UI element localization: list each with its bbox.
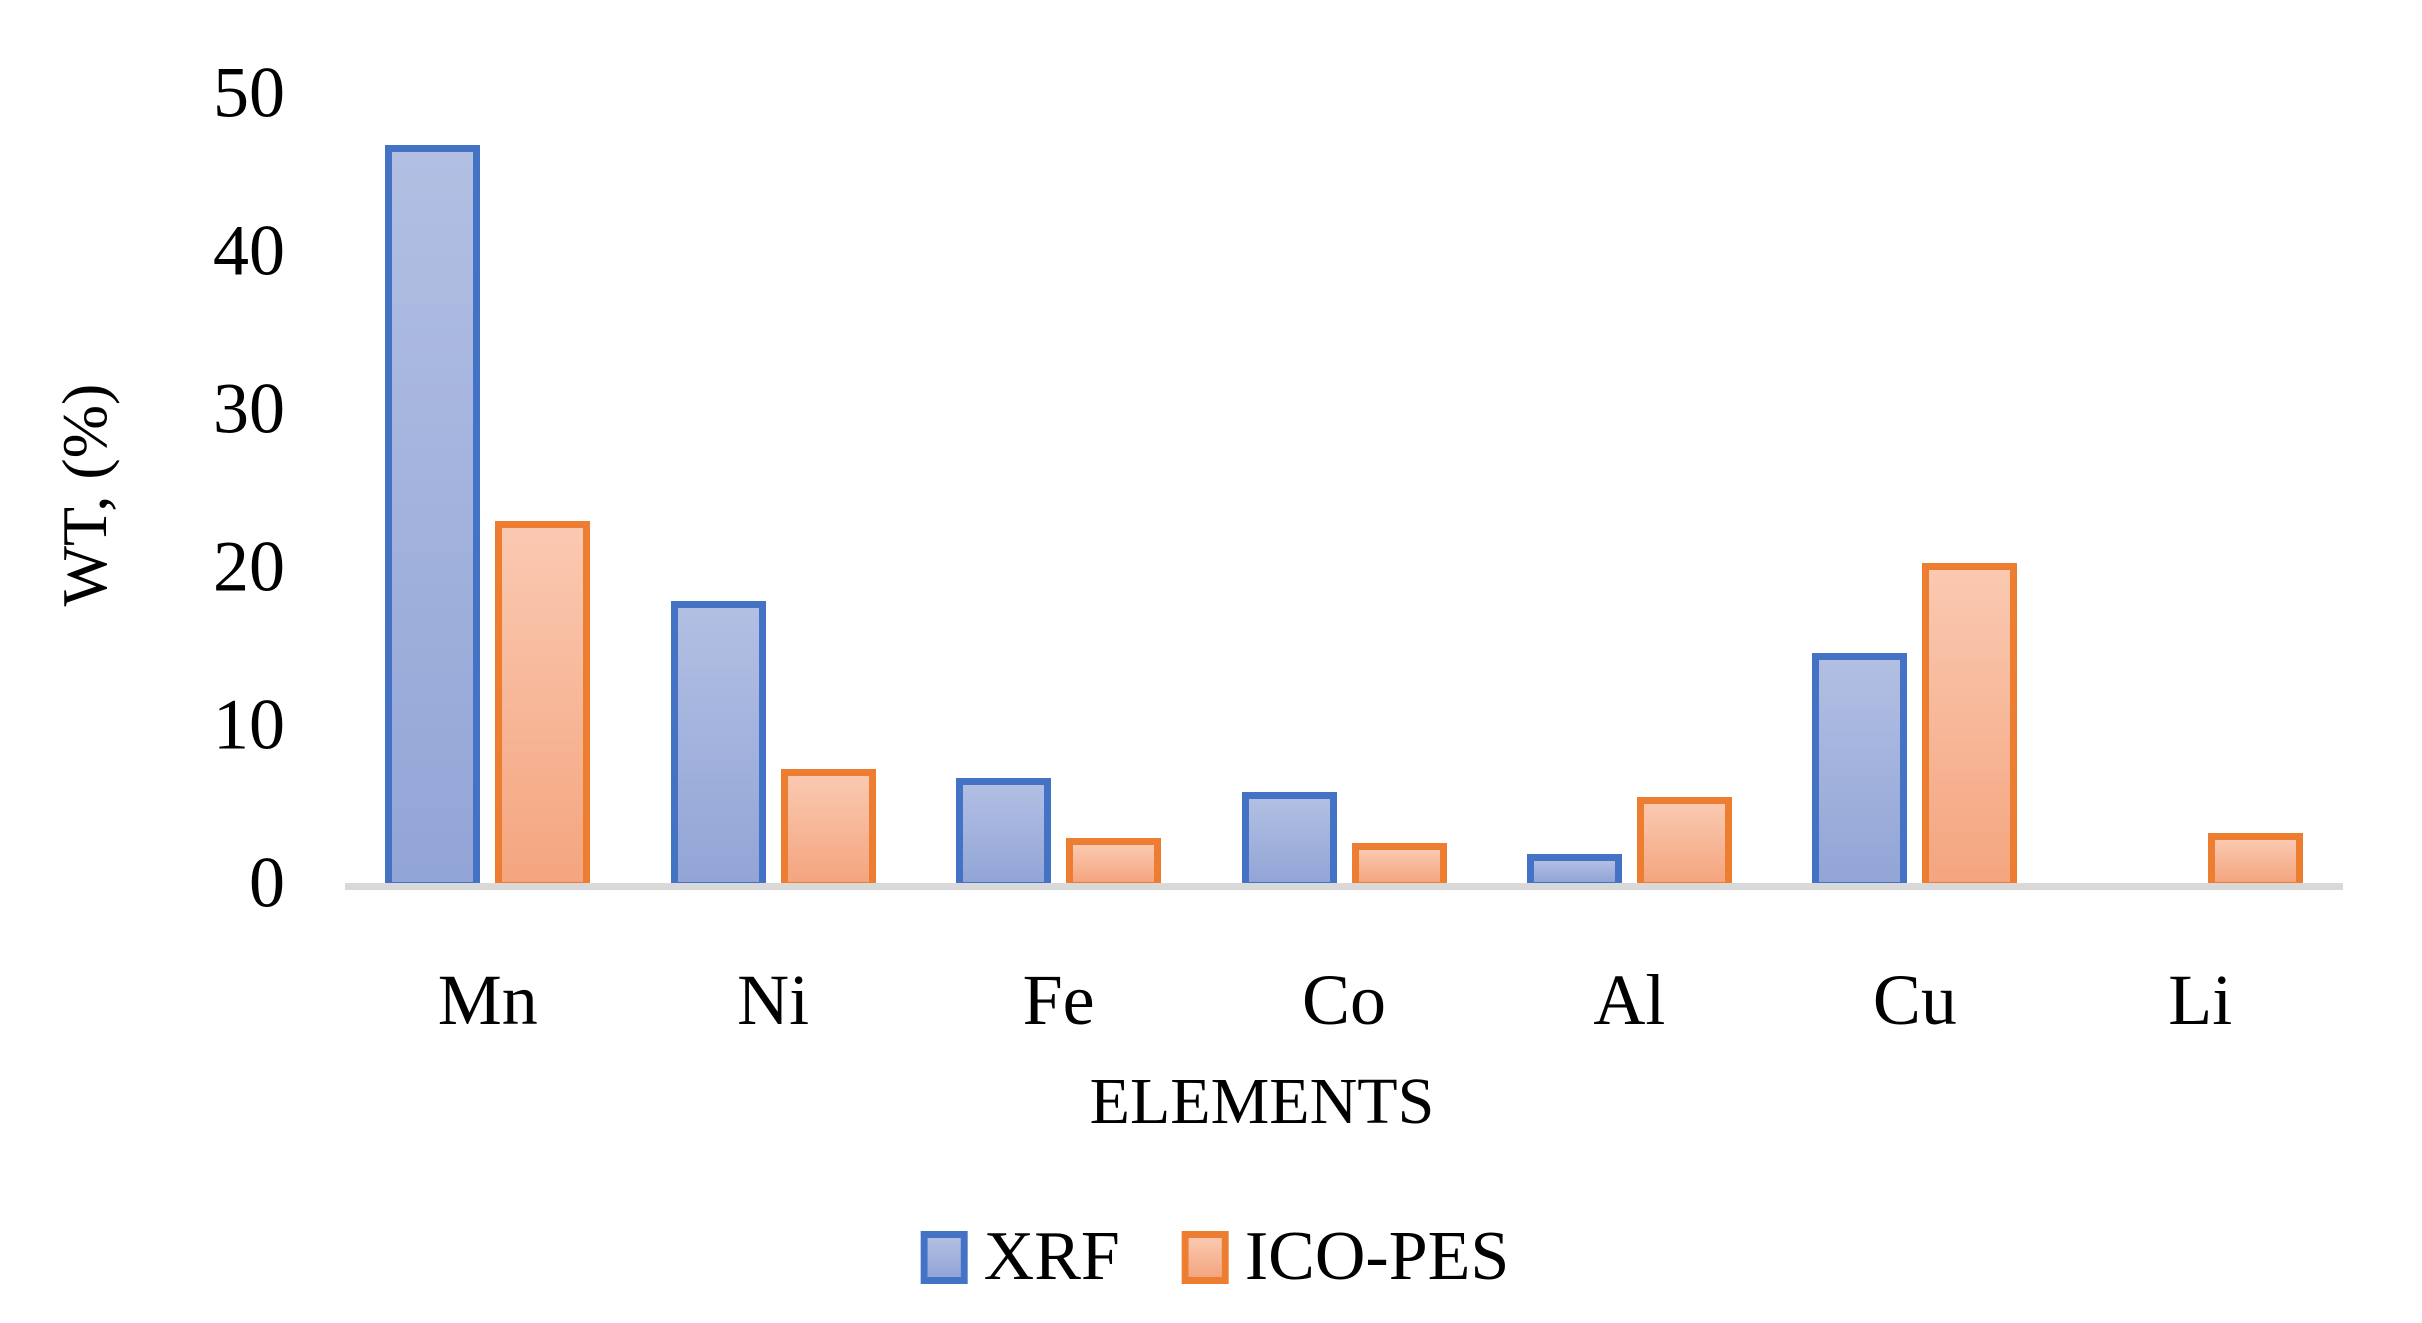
bar-ico-pes-ni [780, 768, 876, 889]
bar-ico-pes-fe [1066, 838, 1162, 889]
x-tick-label-al: Al [1593, 960, 1666, 1040]
bar-xrf-mn [385, 144, 481, 889]
x-tick-label-fe: Fe [1022, 960, 1095, 1040]
chart-legend: XRF ICO-PES [920, 1218, 1510, 1295]
legend-swatch-ico-pes [1181, 1230, 1229, 1284]
y-tick-label: 50 [213, 52, 285, 133]
bar-xrf-co [1241, 792, 1337, 889]
bar-ico-pes-cu [1922, 563, 2018, 889]
legend-swatch-xrf [920, 1230, 968, 1284]
y-tick-label: 40 [213, 210, 285, 291]
x-tick-label-co: Co [1301, 960, 1387, 1040]
legend-label-ico-pes: ICO-PES [1244, 1218, 1510, 1295]
x-axis-line [345, 883, 2343, 890]
y-tick-label: 20 [213, 526, 285, 607]
bar-ico-pes-li [2207, 833, 2303, 889]
y-tick-label: 10 [213, 684, 285, 765]
x-tick-label-ni: Ni [737, 960, 810, 1040]
x-tick-label-li: Li [2168, 960, 2233, 1040]
bar-ico-pes-al [1636, 797, 1732, 889]
legend-item-ico-pes: ICO-PES [1181, 1218, 1510, 1295]
bar-ico-pes-mn [495, 520, 591, 889]
bar-xrf-ni [670, 601, 766, 889]
x-axis-title: ELEMENTS [1089, 1065, 1435, 1138]
x-tick-label-mn: Mn [437, 960, 538, 1040]
bar-xrf-fe [956, 778, 1052, 889]
y-tick-label: 30 [213, 368, 285, 449]
legend-item-xrf: XRF [920, 1218, 1120, 1295]
y-tick-label: 0 [249, 842, 285, 923]
x-tick-label-cu: Cu [1872, 960, 1957, 1040]
bar-xrf-cu [1812, 653, 1908, 889]
legend-label-xrf: XRF [983, 1218, 1120, 1295]
